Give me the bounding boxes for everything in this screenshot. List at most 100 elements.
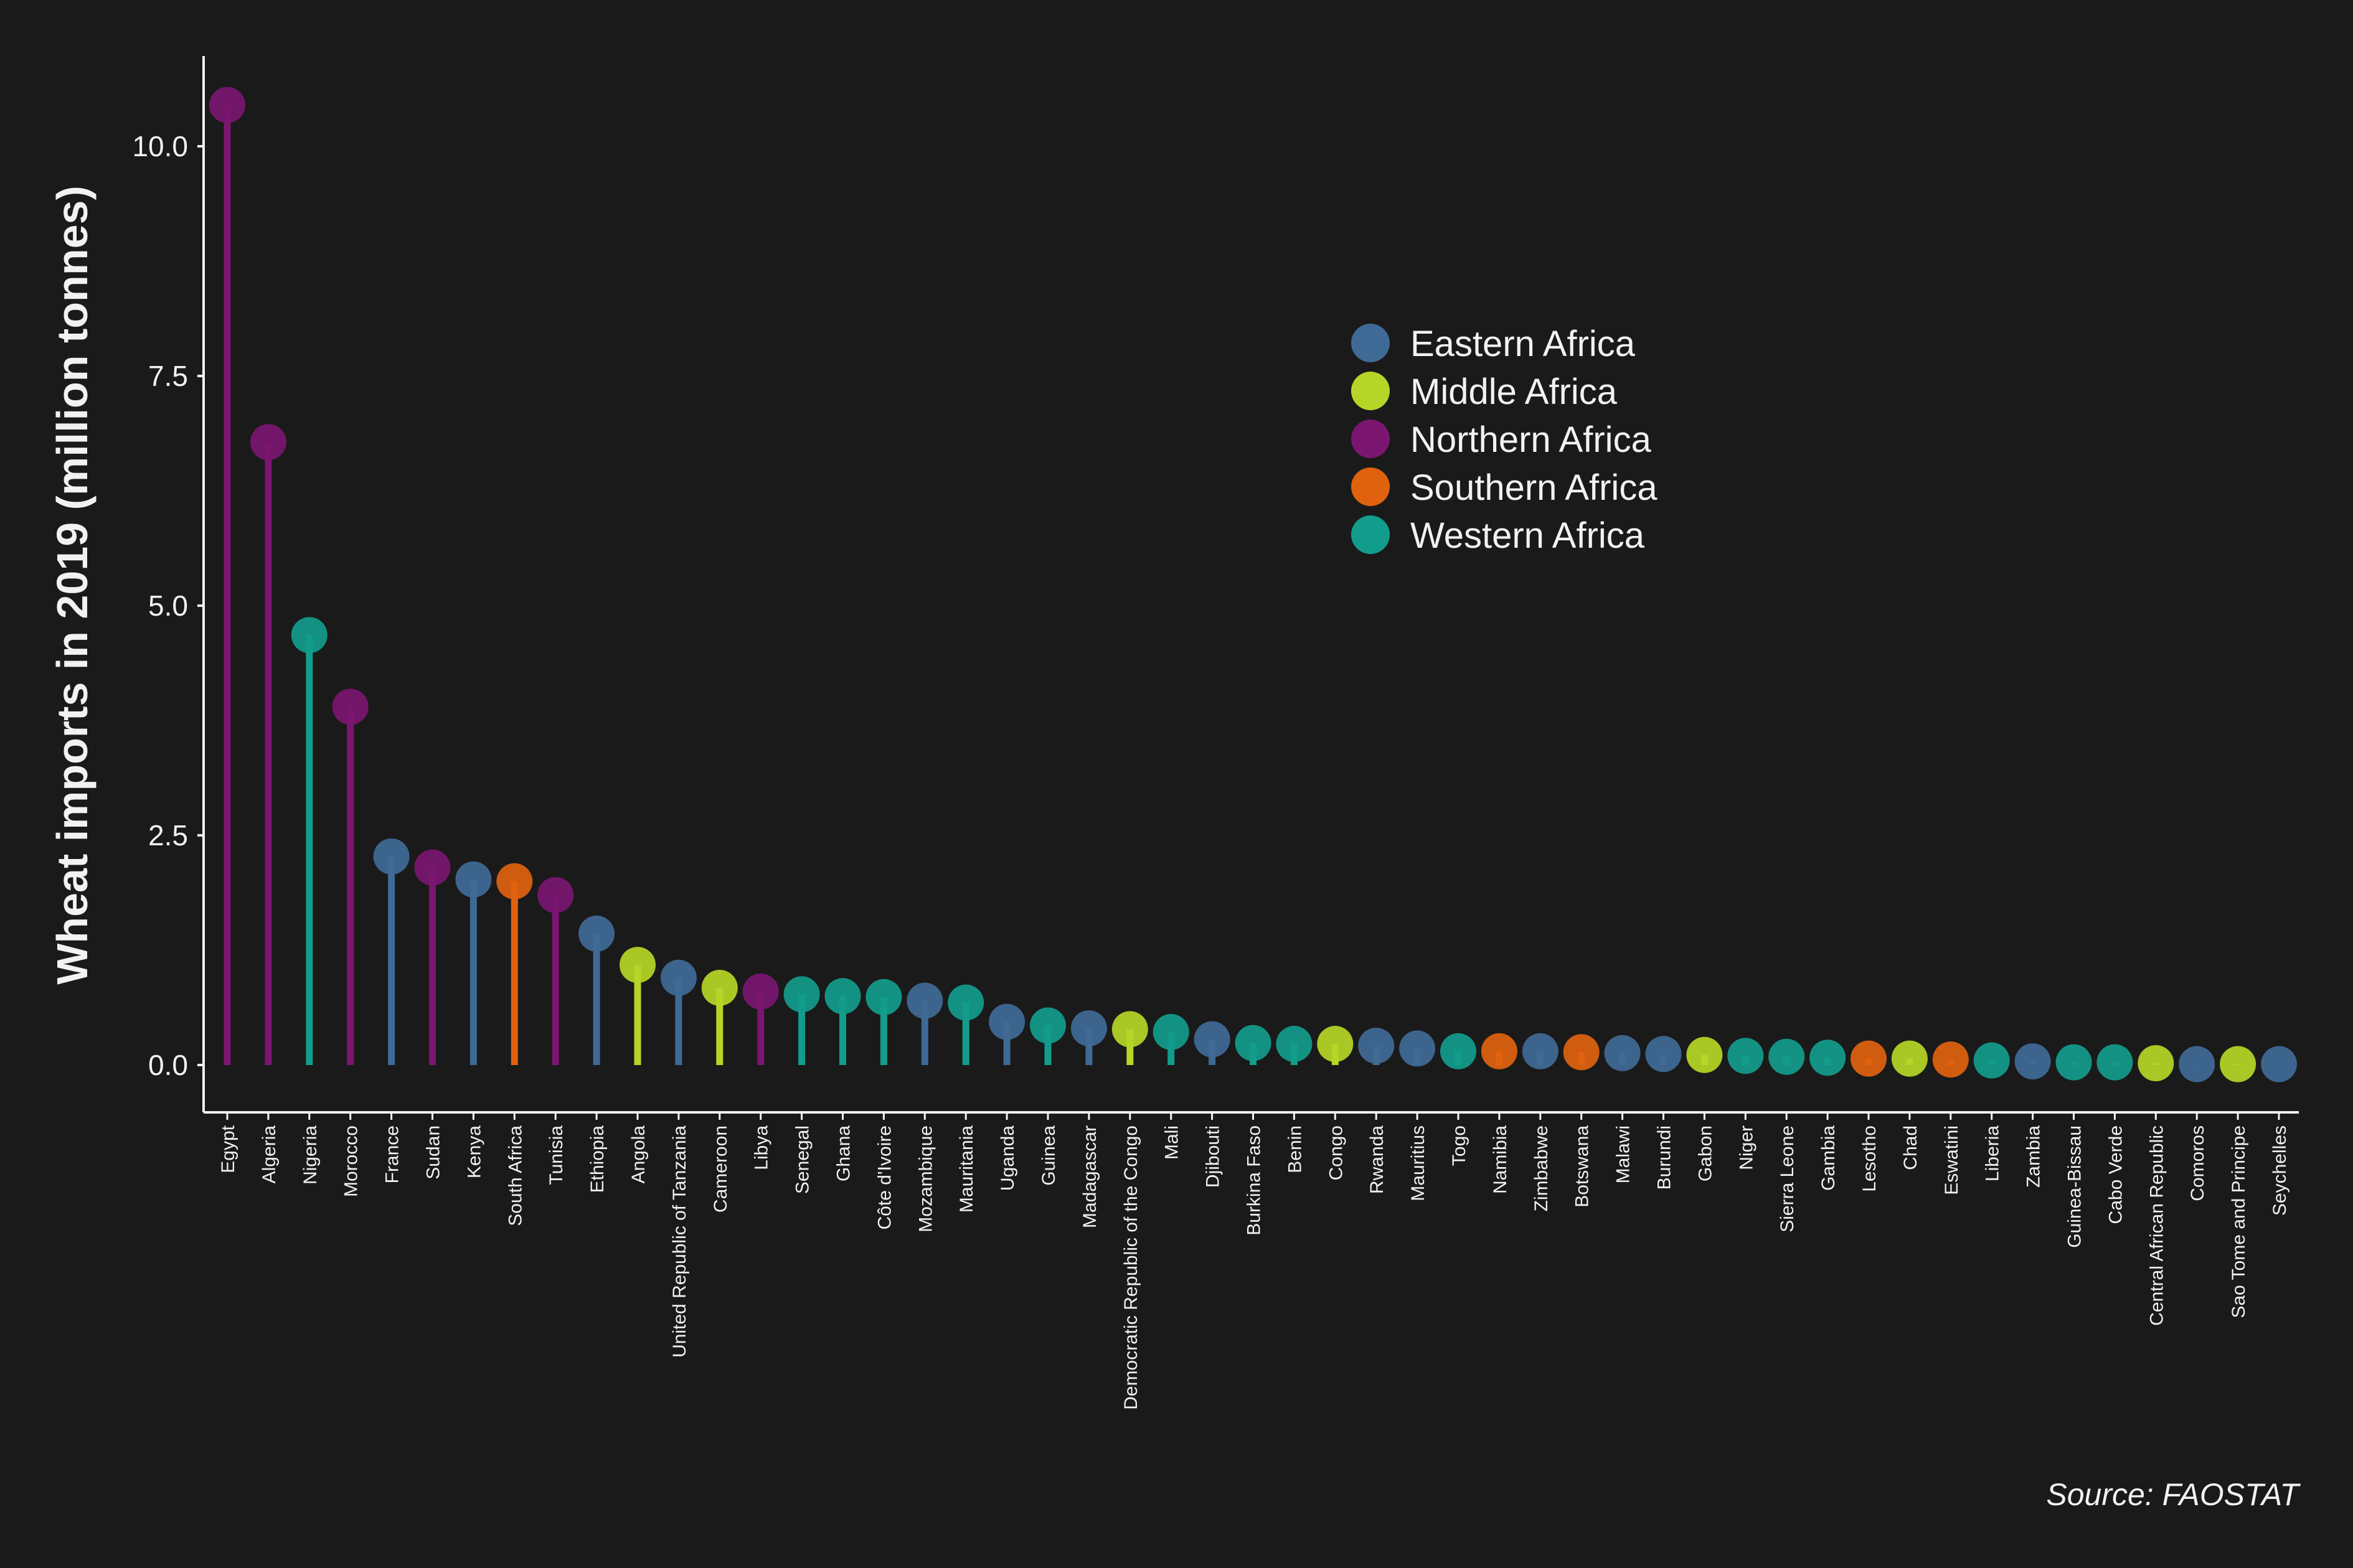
- x-tick-label: Morocco: [341, 1125, 362, 1197]
- legend: Eastern Africa Middle Africa Northern Afri…: [1351, 324, 1657, 556]
- data-point: [250, 424, 286, 461]
- data-point: [1276, 1026, 1313, 1063]
- y-axis-ticks: 0.0 2.5 5.0 7.5 10.0: [132, 130, 204, 1081]
- source-note: Source: FAOSTAT: [2046, 1477, 2301, 1512]
- x-tick-label: France: [382, 1125, 403, 1183]
- data-point: [1030, 1007, 1066, 1044]
- data-point: [1809, 1040, 1846, 1076]
- dots-layer: [209, 87, 2297, 1082]
- data-point: [373, 838, 410, 875]
- x-tick-label: Djibouti: [1203, 1125, 1224, 1188]
- data-point: [1851, 1040, 1887, 1077]
- data-point: [2096, 1044, 2133, 1081]
- x-tick-label: Tunisia: [546, 1125, 567, 1185]
- x-tick-label: Mali: [1162, 1125, 1182, 1160]
- x-tick-label: Rwanda: [1367, 1125, 1387, 1194]
- data-point: [1932, 1041, 1969, 1078]
- data-point: [948, 984, 984, 1021]
- y-tick-label: 0.0: [148, 1049, 188, 1081]
- y-tick-label: 5.0: [148, 589, 188, 622]
- data-point: [1399, 1030, 1436, 1067]
- x-tick-label: United Republic of Tanzania: [669, 1125, 690, 1358]
- x-tick-label: Senegal: [793, 1125, 813, 1194]
- data-point: [865, 979, 902, 1015]
- x-tick-label: Liberia: [1983, 1125, 2003, 1181]
- data-point: [701, 970, 738, 1007]
- x-tick-label: Mauritius: [1408, 1125, 1428, 1201]
- x-tick-label: Sao Tome and Principe: [2228, 1125, 2249, 1318]
- data-point: [1686, 1036, 1723, 1073]
- data-point: [1522, 1033, 1558, 1069]
- data-point: [2055, 1044, 2092, 1081]
- x-tick-label: Côte d'Ivoire: [874, 1125, 895, 1229]
- data-point: [1194, 1021, 1230, 1058]
- x-tick-label: Togo: [1449, 1125, 1469, 1166]
- data-point: [455, 861, 492, 898]
- x-tick-label: Namibia: [1490, 1125, 1511, 1194]
- data-point: [2138, 1045, 2174, 1082]
- x-tick-label: Botswana: [1572, 1125, 1593, 1208]
- y-tick-label: 7.5: [148, 360, 188, 392]
- data-point: [2261, 1046, 2297, 1082]
- data-point: [1358, 1028, 1395, 1064]
- x-tick-label: Libya: [752, 1125, 772, 1170]
- x-tick-label: Cameroon: [710, 1125, 731, 1213]
- x-tick-label: Burundi: [1654, 1125, 1675, 1190]
- data-point: [578, 915, 615, 952]
- data-point: [537, 876, 574, 913]
- data-point: [1481, 1033, 1517, 1069]
- x-tick-label: Cabo Verde: [2105, 1125, 2126, 1224]
- data-point: [907, 982, 943, 1019]
- x-tick-label: Mozambique: [915, 1125, 936, 1232]
- x-axis-ticks: Egypt Algeria Nigeria Morocco France Sudan Ken…: [218, 1112, 2290, 1410]
- x-tick-label: Benin: [1285, 1125, 1305, 1173]
- x-tick-label: Mauritania: [956, 1125, 977, 1213]
- x-tick-label: Gabon: [1695, 1125, 1715, 1181]
- data-point: [989, 1003, 1026, 1040]
- data-point: [783, 976, 820, 1013]
- data-point: [414, 849, 451, 886]
- x-tick-label: Niger: [1736, 1125, 1756, 1170]
- data-point: [1891, 1040, 1928, 1077]
- x-tick-label: Angola: [628, 1125, 649, 1184]
- x-tick-label: Algeria: [259, 1125, 280, 1184]
- x-tick-label: Kenya: [464, 1125, 484, 1178]
- x-tick-label: Lesotho: [1859, 1125, 1880, 1192]
- data-point: [1235, 1025, 1271, 1061]
- x-tick-label: Uganda: [997, 1125, 1018, 1191]
- x-tick-label: Egypt: [218, 1125, 238, 1173]
- x-tick-label: Madagascar: [1080, 1125, 1100, 1228]
- data-point: [1317, 1026, 1354, 1063]
- x-tick-label: Congo: [1326, 1125, 1346, 1180]
- data-point: [496, 863, 533, 899]
- x-tick-label: Chad: [1900, 1125, 1921, 1170]
- x-tick-label: Comoros: [2187, 1125, 2208, 1201]
- x-tick-label: Eswatini: [1941, 1125, 1962, 1195]
- legend-label: Southern Africa: [1410, 467, 1657, 508]
- data-point: [1645, 1036, 1682, 1073]
- x-tick-label: Guinea-Bissau: [2065, 1125, 2085, 1248]
- x-tick-label: Malawi: [1613, 1125, 1634, 1183]
- x-tick-label: Nigeria: [300, 1125, 321, 1185]
- legend-label: Middle Africa: [1410, 372, 1618, 412]
- x-tick-label: Central African Republic: [2146, 1125, 2167, 1326]
- data-point: [1153, 1013, 1189, 1050]
- x-tick-label: Seychelles: [2270, 1125, 2290, 1216]
- y-tick-label: 10.0: [132, 130, 188, 162]
- data-point: [824, 978, 861, 1015]
- data-point: [620, 947, 656, 984]
- data-point: [209, 87, 245, 123]
- legend-label: Eastern Africa: [1410, 324, 1636, 364]
- data-point: [332, 688, 369, 725]
- data-point: [2179, 1046, 2215, 1082]
- data-point: [1563, 1034, 1600, 1071]
- x-tick-label: Zambia: [2024, 1125, 2044, 1188]
- x-tick-label: Sierra Leone: [1777, 1125, 1798, 1232]
- x-tick-label: Zimbabwe: [1531, 1125, 1552, 1211]
- x-tick-label: Guinea: [1039, 1125, 1059, 1186]
- data-point: [1727, 1038, 1764, 1074]
- legend-label: Western Africa: [1410, 515, 1645, 556]
- data-point: [1070, 1010, 1107, 1046]
